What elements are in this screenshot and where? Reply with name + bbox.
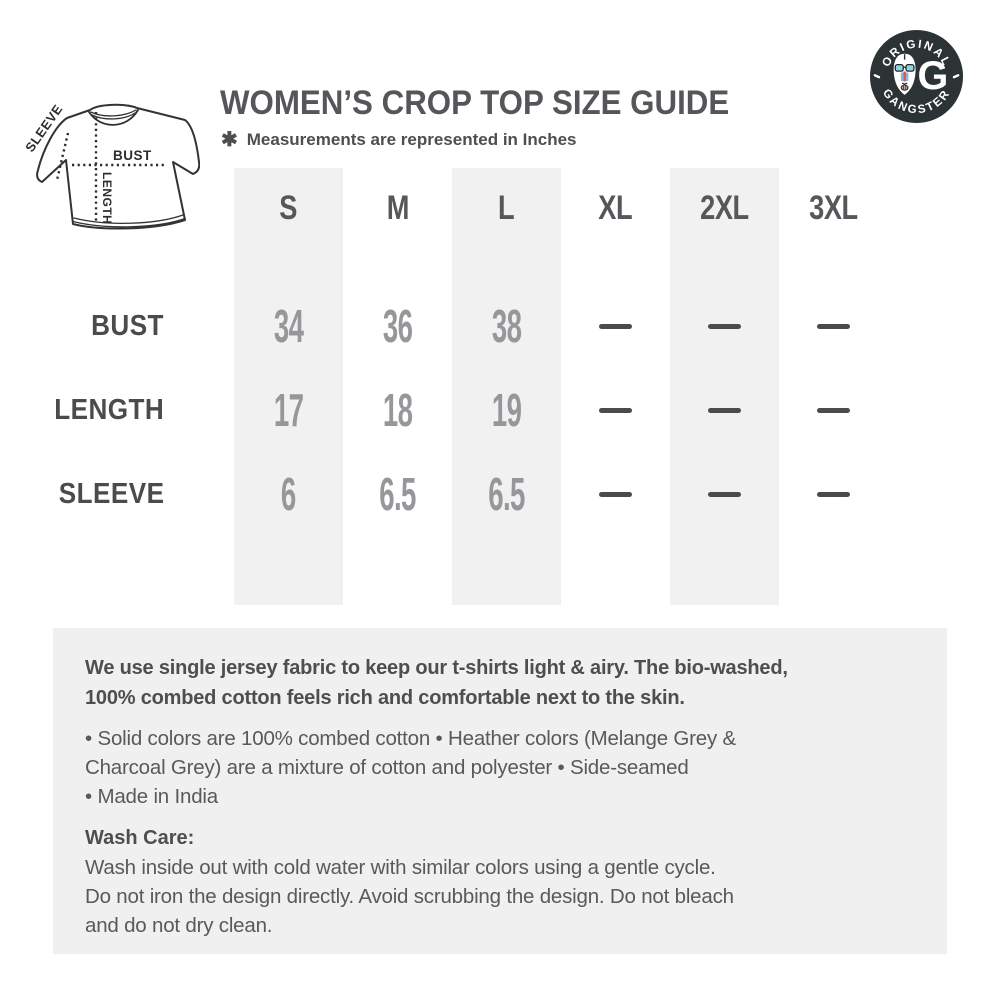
size-value-cell: 38 (452, 284, 561, 368)
size-value-cell (561, 452, 670, 536)
column-stripe-2xl (670, 168, 779, 605)
size-value: 17 (273, 384, 304, 436)
measure-row-label-bust: BUST (30, 284, 234, 368)
sleeve-dotted-line (55, 132, 70, 181)
size-table: S M L XL 2XL 3XL BUST 34 36 38 LENGTH 17 18 19 SLEEVE 6… (30, 168, 888, 605)
size-value-cell (670, 452, 779, 536)
size-value: 38 (491, 300, 522, 352)
diagram-bust-label: BUST (113, 148, 152, 163)
row-label-text: BUST (91, 309, 164, 342)
size-value-cell (670, 284, 779, 368)
measurement-note: ✱ Measurements are represented in Inches (221, 130, 577, 150)
no-size-dash (599, 323, 632, 329)
size-column-header-l: L (452, 168, 561, 248)
size-value: 34 (273, 300, 304, 352)
measure-row-label-length: LENGTH (30, 368, 234, 452)
size-value-cell: 36 (343, 284, 452, 368)
no-size-dash (599, 491, 632, 497)
size-column-header-2xl: 2XL (670, 168, 779, 248)
size-value-cell: 6.5 (343, 452, 452, 536)
logo-right-dash (952, 74, 960, 79)
size-value-cell: 18 (343, 368, 452, 452)
no-size-dash (817, 323, 850, 329)
logo-left-dash (873, 74, 881, 79)
size-column-label: 3XL (809, 188, 858, 227)
fabric-bullets-text: • Solid colors are 100% combed cotton • … (85, 727, 736, 808)
size-value: 6.5 (488, 468, 525, 520)
size-value-cell: 17 (234, 368, 343, 452)
size-value-cell (779, 368, 888, 452)
size-column-header-3xl: 3XL (779, 168, 888, 248)
size-column-label: L (498, 188, 515, 227)
measurement-note-text: Measurements are represented in Inches (246, 130, 577, 149)
size-value-cell: 19 (452, 368, 561, 452)
fabric-info-box: We use single jersey fabric to keep our … (53, 628, 947, 954)
wash-care-text: Wash inside out with cold water with sim… (85, 856, 734, 937)
size-grid: S M L XL 2XL 3XL BUST 34 36 38 LENGTH 17 18 19 SLEEVE 6… (30, 168, 888, 536)
size-value-cell (779, 452, 888, 536)
crop-top-diagram: BUST LENGTH SLEEVE (25, 102, 200, 230)
no-size-dash (708, 407, 741, 413)
page-title: WOMEN’S CROP TOP SIZE GUIDE (220, 84, 730, 122)
size-value: 19 (491, 384, 522, 436)
size-value: 36 (382, 300, 413, 352)
size-value-cell: 34 (234, 284, 343, 368)
fabric-intro-text: We use single jersey fabric to keep our … (85, 657, 788, 709)
diagram-length-label: LENGTH (100, 172, 114, 224)
row-label-text: LENGTH (54, 393, 164, 426)
size-value-cell (779, 284, 888, 368)
size-value-cell (670, 368, 779, 452)
wash-care-title: Wash Care: (85, 827, 195, 849)
measure-row-label-sleeve: SLEEVE (30, 452, 234, 536)
size-column-label: 2XL (700, 188, 749, 227)
no-size-dash (599, 407, 632, 413)
column-stripe-s (234, 168, 343, 605)
size-column-label: XL (598, 188, 633, 227)
monkey-face-icon (893, 53, 916, 95)
brand-logo: ORIGINAL GANGSTER G (869, 29, 964, 124)
no-size-dash (817, 407, 850, 413)
size-column-label: S (279, 188, 298, 227)
size-value: 6 (281, 468, 296, 520)
size-value-cell: 6 (234, 452, 343, 536)
size-value: 18 (382, 384, 413, 436)
logo-circle (869, 29, 964, 124)
no-size-dash (708, 491, 741, 497)
column-stripe-l (452, 168, 561, 605)
size-column-header-s: S (234, 168, 343, 248)
size-value-cell (561, 368, 670, 452)
size-column-label: M (386, 188, 409, 227)
asterisk-icon: ✱ (221, 129, 238, 151)
no-size-dash (708, 323, 741, 329)
size-column-header-xl: XL (561, 168, 670, 248)
size-column-header-m: M (343, 168, 452, 248)
size-value-cell: 6.5 (452, 452, 561, 536)
row-label-text: SLEEVE (58, 477, 164, 510)
size-value: 6.5 (379, 468, 416, 520)
no-size-dash (817, 491, 850, 497)
shirt-outline (36, 103, 200, 230)
size-value-cell (561, 284, 670, 368)
logo-monogram-g: G (917, 54, 948, 98)
